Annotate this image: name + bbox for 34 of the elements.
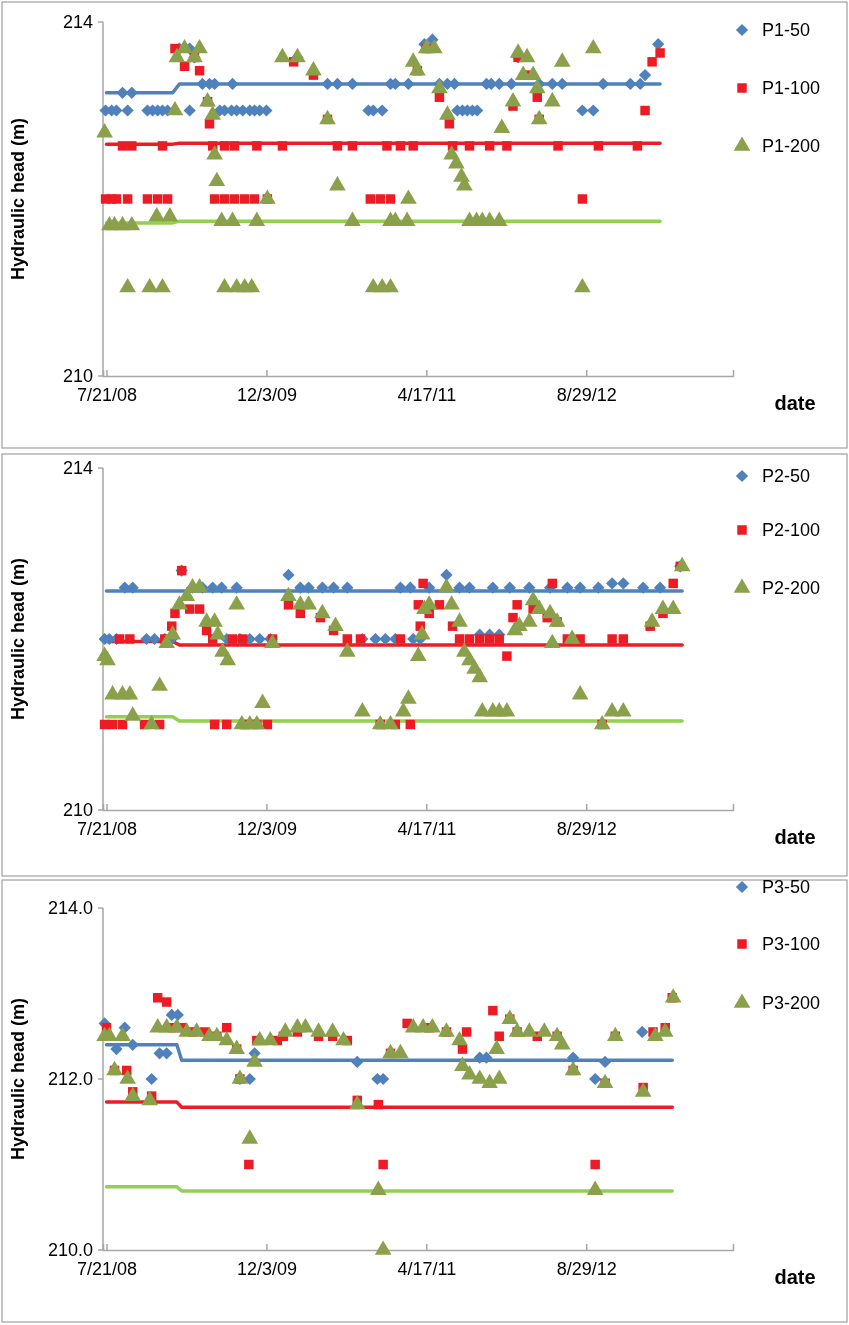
x-tick-label: 7/21/08 (76, 384, 138, 405)
y-tick-label: 212.0 (47, 1069, 93, 1090)
y-tick-label: 214 (62, 458, 93, 479)
legend-label: P2-200 (762, 578, 821, 598)
y-axis-title: Hydraulic head (m) (8, 557, 28, 721)
x-tick-label: 4/17/11 (397, 1258, 457, 1279)
x-tick-label: 8/29/12 (556, 384, 617, 405)
x-axis-title: date (774, 392, 816, 414)
legend-label: P2-50 (762, 466, 811, 486)
y-tick-label: 210.0 (47, 1240, 93, 1261)
legend-label: P1-50 (762, 20, 811, 40)
x-tick-label: 4/17/11 (397, 818, 457, 839)
x-tick-label: 12/3/09 (236, 384, 297, 405)
y-tick-label: 214.0 (47, 898, 93, 919)
legend-label: P1-100 (762, 78, 821, 98)
x-tick-label: 12/3/09 (236, 1258, 297, 1279)
x-axis-title: date (774, 826, 816, 848)
legend-label: P3-200 (762, 993, 821, 1013)
y-tick-label: 214 (62, 12, 93, 33)
legend-label: P2-100 (762, 520, 821, 540)
y-tick-label: 210 (62, 800, 93, 821)
y-axis-title: Hydraulic head (m) (8, 117, 28, 281)
x-tick-label: 7/21/08 (76, 818, 138, 839)
legend-label: P3-50 (762, 877, 811, 897)
y-axis-title: Hydraulic head (m) (8, 997, 28, 1161)
x-tick-label: 4/17/11 (397, 384, 457, 405)
legend-label: P3-100 (762, 934, 821, 954)
y-tick-label: 210 (62, 366, 93, 387)
x-tick-label: 8/29/12 (556, 818, 617, 839)
x-axis-title: date (774, 1266, 816, 1288)
x-tick-label: 12/3/09 (236, 818, 297, 839)
x-tick-label: 7/21/08 (76, 1258, 138, 1279)
x-tick-label: 8/29/12 (556, 1258, 617, 1279)
legend-label: P1-200 (762, 136, 821, 156)
